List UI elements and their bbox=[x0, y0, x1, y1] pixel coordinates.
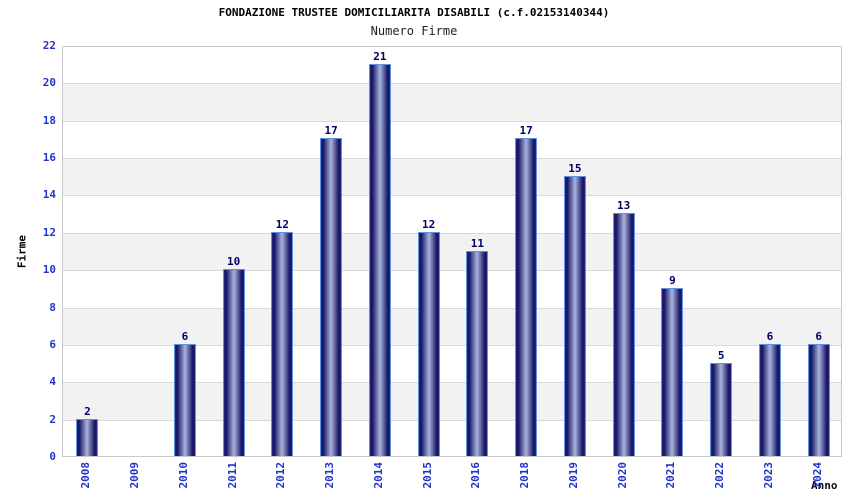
bar-value-label-2013: 17 bbox=[324, 124, 338, 138]
x-tick-label-2008: 2008 bbox=[79, 462, 93, 489]
gridline bbox=[63, 120, 841, 122]
x-tick-label-2023: 2023 bbox=[761, 462, 775, 489]
bar-2020 bbox=[612, 213, 635, 456]
x-tick-label-2014: 2014 bbox=[371, 462, 385, 489]
bar-value-label-2021: 9 bbox=[669, 273, 676, 287]
x-tick-label-2024: 2024 bbox=[810, 462, 824, 489]
x-tick-label-2013: 2013 bbox=[323, 462, 337, 489]
y-tick-label-12: 12 bbox=[42, 225, 56, 239]
x-tick-label-2016: 2016 bbox=[469, 462, 483, 489]
x-tick-label-2018: 2018 bbox=[518, 462, 532, 489]
x-tick-label-2012: 2012 bbox=[274, 462, 288, 489]
bar-2019 bbox=[563, 175, 586, 456]
gridline bbox=[63, 232, 841, 234]
y-tick-label-4: 4 bbox=[49, 375, 56, 389]
x-tick-label-2019: 2019 bbox=[566, 462, 580, 489]
gridline bbox=[63, 344, 841, 346]
y-tick-label-10: 10 bbox=[42, 263, 56, 277]
bar-value-label-2020: 13 bbox=[617, 199, 631, 213]
x-tick-label-2020: 2020 bbox=[615, 462, 629, 489]
bar-value-label-2011: 10 bbox=[227, 255, 241, 269]
y-tick-label-6: 6 bbox=[49, 337, 56, 351]
bar-value-label-2015: 12 bbox=[422, 217, 436, 231]
bar-2012 bbox=[271, 231, 294, 456]
bar-2014 bbox=[368, 63, 391, 456]
y-tick-label-2: 2 bbox=[49, 412, 56, 426]
gridline bbox=[63, 382, 841, 384]
bar-2016 bbox=[466, 250, 489, 456]
bar-2011 bbox=[222, 269, 245, 456]
bar-value-label-2019: 15 bbox=[568, 161, 582, 175]
bar-value-label-2023: 6 bbox=[766, 329, 774, 343]
bar-2024 bbox=[807, 343, 830, 456]
chart-title: FONDAZIONE TRUSTEE DOMICILIARITA DISABIL… bbox=[218, 6, 610, 19]
grid-band bbox=[63, 158, 841, 196]
bar-value-label-2024: 6 bbox=[815, 329, 822, 343]
bar-2015 bbox=[417, 231, 440, 456]
y-tick-label-16: 16 bbox=[42, 151, 56, 165]
bar-value-label-2008: 2 bbox=[84, 404, 91, 418]
grid-band bbox=[63, 83, 841, 121]
grid-band bbox=[63, 307, 841, 345]
x-tick-label-2021: 2021 bbox=[664, 462, 678, 489]
bar-2013 bbox=[320, 138, 343, 456]
bar-value-label-2012: 12 bbox=[275, 217, 289, 231]
gridline bbox=[63, 270, 841, 272]
bar-2010 bbox=[173, 343, 196, 456]
bar-2018 bbox=[515, 138, 538, 456]
grid-band bbox=[63, 232, 841, 271]
y-tick-label-22: 22 bbox=[42, 39, 56, 52]
x-tick-label-2022: 2022 bbox=[713, 462, 727, 489]
gridline bbox=[63, 83, 841, 85]
bar-2021 bbox=[661, 287, 684, 456]
bar-2023 bbox=[758, 343, 781, 456]
bar-2008 bbox=[76, 418, 99, 456]
bar-value-label-2014: 21 bbox=[373, 49, 387, 63]
x-tick-label-2009: 2009 bbox=[128, 462, 142, 489]
x-tick-label-2011: 2011 bbox=[225, 462, 239, 489]
chart-subtitle: Numero Firme bbox=[370, 24, 458, 38]
gridline bbox=[63, 419, 841, 421]
bar-2022 bbox=[710, 362, 733, 456]
x-tick-label-2010: 2010 bbox=[176, 462, 190, 489]
y-tick-label-18: 18 bbox=[42, 113, 56, 127]
gridline bbox=[63, 158, 841, 160]
gridline bbox=[63, 307, 841, 309]
y-tick-label-0: 0 bbox=[49, 450, 56, 463]
plot-area: 2 6 10 12 17 21 12 11 17 15 13 9 5 6 6 bbox=[62, 46, 842, 457]
y-tick-label-20: 20 bbox=[42, 76, 56, 90]
y-tick-label-14: 14 bbox=[42, 188, 56, 202]
bar-value-label-2016: 11 bbox=[470, 236, 484, 250]
y-tick-label-8: 8 bbox=[49, 300, 56, 314]
x-axis-title: Anno bbox=[811, 479, 838, 492]
bar-value-label-2018: 17 bbox=[519, 124, 533, 138]
bar-value-label-2010: 6 bbox=[181, 329, 189, 343]
bar-value-label-2022: 5 bbox=[717, 348, 725, 362]
gridline bbox=[63, 195, 841, 197]
x-tick-label-2015: 2015 bbox=[420, 462, 434, 489]
